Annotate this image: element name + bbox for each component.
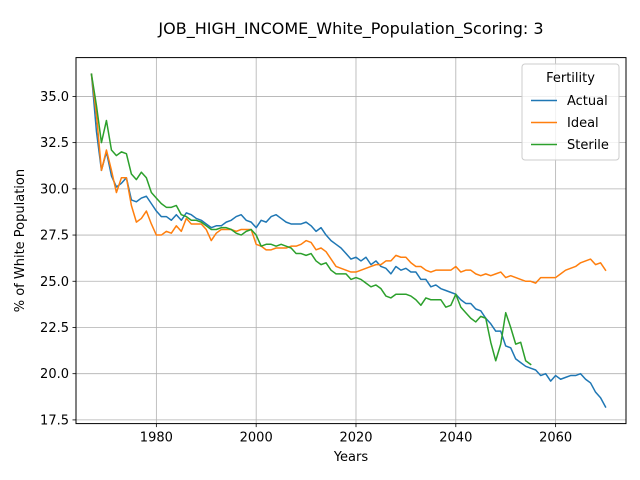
legend-label-ideal: Ideal <box>567 116 599 131</box>
y-axis-label: % of White Population <box>13 169 28 312</box>
x-tick-label: 1980 <box>140 431 173 446</box>
axis-ticks: 1980 2000 2020 2040 2060 17.5 20.0 22.5 25.0 27.5… <box>40 90 572 446</box>
legend-label-actual: Actual <box>567 94 608 109</box>
x-tick-label: 2060 <box>539 431 572 446</box>
y-tick-label: 17.5 <box>40 413 69 428</box>
legend-entries: Actual Ideal Sterile <box>531 94 609 153</box>
plot-frame <box>75 57 627 425</box>
legend-box <box>521 63 620 161</box>
legend-title: Fertility <box>546 71 595 86</box>
series-lines <box>90 73 607 408</box>
x-tick-label: 2000 <box>240 431 273 446</box>
y-tick-label: 20.0 <box>40 367 69 382</box>
series-line-sterile <box>90 73 532 366</box>
y-tick-label: 35.0 <box>40 90 69 105</box>
y-tick-label: 27.5 <box>40 229 69 244</box>
chart-title: JOB_HIGH_INCOME_White_Population_Scoring… <box>157 19 543 39</box>
x-tick-label: 2040 <box>439 431 472 446</box>
x-axis-label: Years <box>333 450 369 465</box>
y-tick-label: 30.0 <box>40 182 69 197</box>
x-tick-label: 2020 <box>339 431 372 446</box>
y-tick-label: 32.5 <box>40 136 69 151</box>
grid-layer <box>76 57 626 424</box>
series-line-ideal <box>90 73 607 284</box>
series-line-actual <box>90 73 607 408</box>
y-tick-label: 22.5 <box>40 321 69 336</box>
y-tick-label: 25.0 <box>40 275 69 290</box>
legend-label-sterile: Sterile <box>567 138 609 153</box>
legend: Fertility Actual Ideal Sterile <box>521 63 620 161</box>
